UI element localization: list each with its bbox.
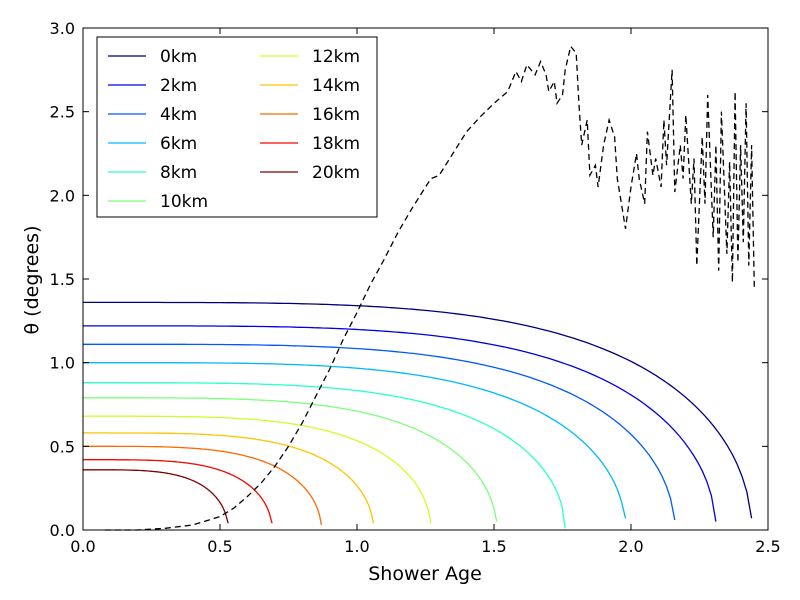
x-tick-label: 2.0 bbox=[618, 537, 643, 556]
x-axis-label: Shower Age bbox=[368, 563, 482, 585]
y-tick-label: 0.5 bbox=[50, 437, 75, 456]
y-tick-label: 3.0 bbox=[50, 19, 75, 38]
legend-label-8km: 8km bbox=[160, 163, 197, 183]
y-tick-label: 1.5 bbox=[50, 270, 75, 289]
legend-label-2km: 2km bbox=[160, 76, 197, 96]
legend-label-16km: 16km bbox=[312, 105, 360, 125]
y-tick-label: 1.0 bbox=[50, 354, 75, 373]
series-line-20km bbox=[83, 469, 229, 524]
x-tick-label: 1.0 bbox=[344, 537, 369, 556]
x-tick-label: 1.5 bbox=[481, 537, 506, 556]
legend-label-10km: 10km bbox=[160, 192, 208, 212]
series-line-10km bbox=[83, 397, 498, 522]
y-tick-label: 0.0 bbox=[50, 521, 75, 540]
x-tick-label: 2.5 bbox=[755, 537, 780, 556]
legend-label-0km: 0km bbox=[160, 47, 197, 67]
series-line-6km bbox=[83, 362, 627, 519]
series-line-16km bbox=[83, 445, 323, 526]
series-line-2km bbox=[83, 325, 717, 522]
legend: 0km 2km 4km 6km 8km 10km 12km 14km 16km 18km 20km bbox=[96, 36, 378, 218]
x-tick-label: 0.5 bbox=[207, 537, 232, 556]
ticks-layer: 0.0 0.5 1.0 1.5 2.0 2.5 0.0 0.5 1.0 1.5 2.0 2.5 3.0 bbox=[50, 19, 781, 556]
series-line-18km bbox=[83, 459, 273, 524]
series-line-0km bbox=[83, 301, 753, 519]
curves-layer bbox=[83, 301, 753, 529]
series-line-4km bbox=[83, 343, 676, 521]
dashed-series-line bbox=[104, 44, 755, 531]
legend-label-4km: 4km bbox=[160, 105, 197, 125]
legend-label-14km: 14km bbox=[312, 76, 360, 96]
y-tick-label: 2.0 bbox=[50, 186, 75, 205]
legend-label-12km: 12km bbox=[312, 47, 360, 67]
legend-label-18km: 18km bbox=[312, 134, 360, 154]
dashed-layer bbox=[104, 44, 755, 531]
legend-label-6km: 6km bbox=[160, 134, 197, 154]
series-line-14km bbox=[83, 432, 375, 524]
y-tick-label: 2.5 bbox=[50, 103, 75, 122]
legend-box bbox=[96, 36, 378, 218]
x-tick-label: 0.0 bbox=[70, 537, 95, 556]
y-axis-label: θ (degrees) bbox=[21, 226, 43, 335]
legend-label-20km: 20km bbox=[312, 163, 360, 183]
series-line-12km bbox=[83, 415, 432, 524]
series-line-8km bbox=[83, 382, 566, 529]
